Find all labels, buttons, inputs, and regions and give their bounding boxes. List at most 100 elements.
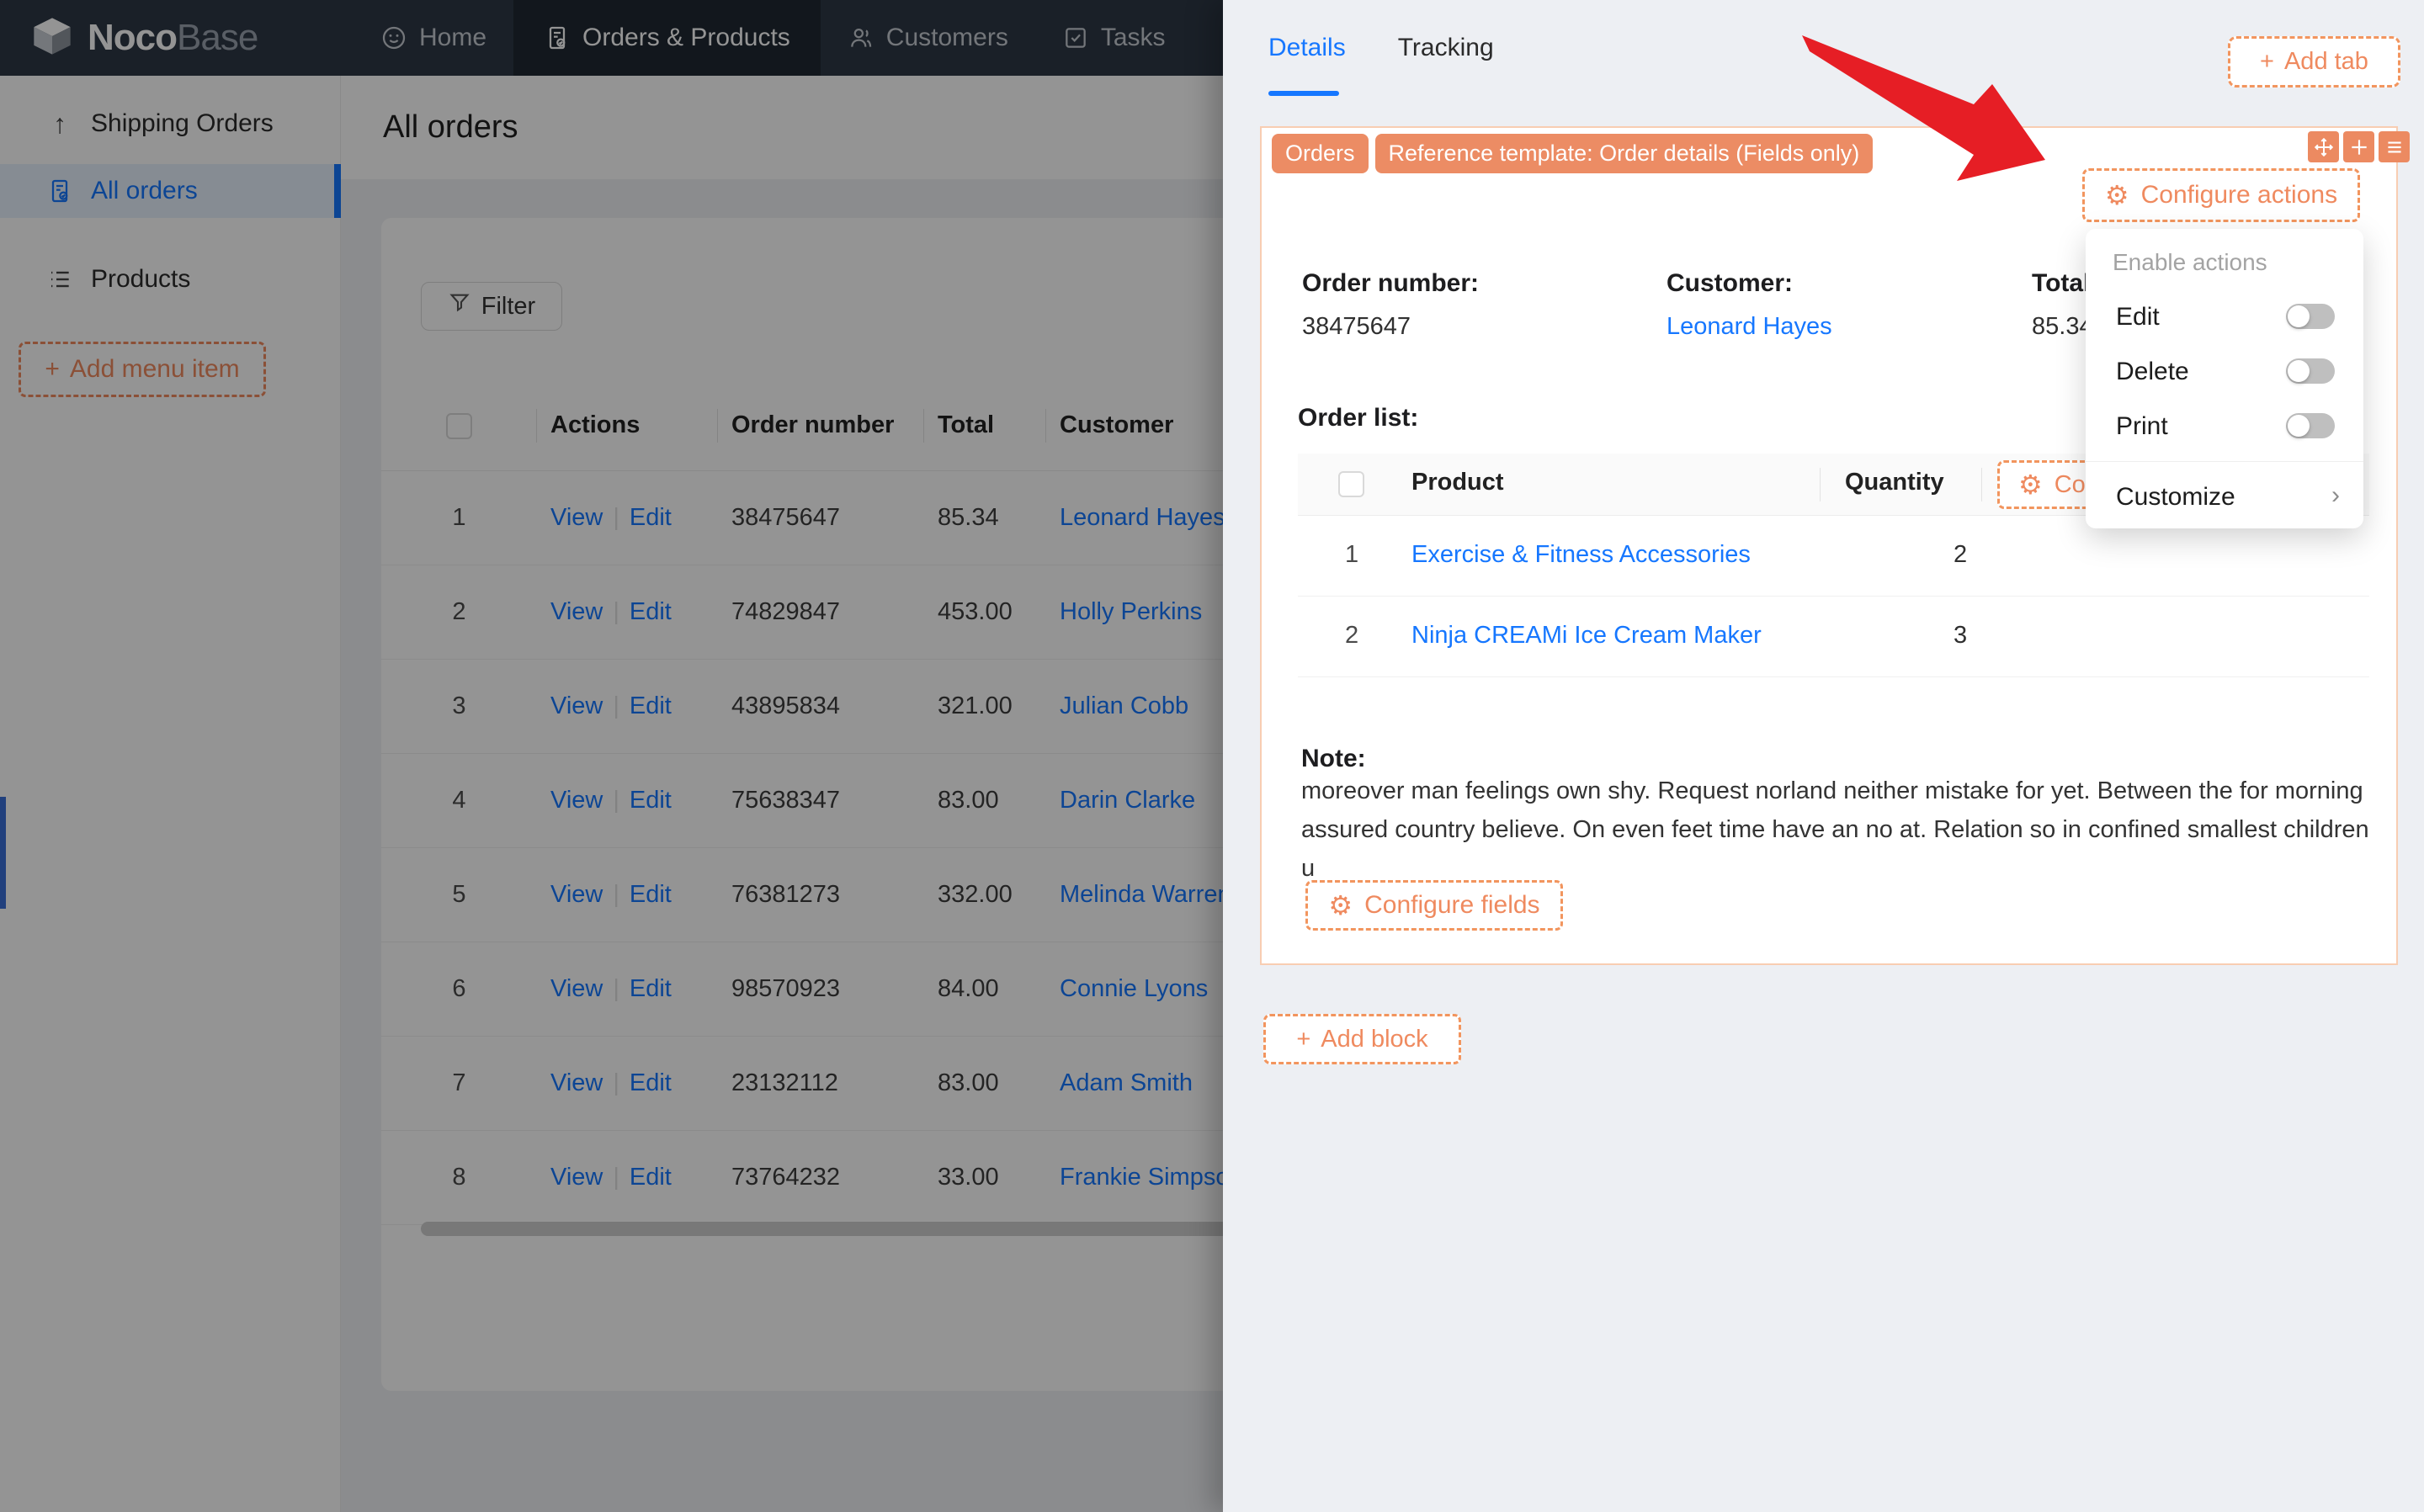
view-link[interactable]: View (550, 597, 603, 625)
view-link[interactable]: View (550, 692, 603, 719)
nocobase-logo[interactable]: NocoBase (0, 14, 354, 62)
plus-icon: + (45, 355, 60, 383)
add-block-button[interactable]: + Add block (1263, 1014, 1461, 1064)
active-tab-indicator (1268, 91, 1339, 96)
configure-fields-button[interactable]: ⚙ Configure fields (1305, 880, 1563, 931)
table-row: 1 View | Edit 38475647 85.34 Leonard Hayes (381, 470, 1223, 565)
view-link[interactable]: View (550, 786, 603, 814)
edit-link[interactable]: Edit (629, 880, 672, 908)
nav-item-label: Tasks (1100, 24, 1166, 51)
sidebar-item-label: All orders (91, 177, 198, 204)
field-customer: Customer: Leonard Hayes (1666, 269, 1832, 340)
menu-item-edit[interactable]: Edit (2086, 289, 2363, 343)
edit-link[interactable]: Edit (629, 974, 672, 1002)
total-cell: 83.00 (924, 1036, 1046, 1131)
product-link[interactable]: Exercise & Fitness Accessories (1411, 541, 1751, 568)
total-cell: 321.00 (924, 659, 1046, 754)
logo-text-light: Base (177, 17, 258, 58)
quantity-cell: 2 (1954, 541, 1968, 568)
product-link[interactable]: Ninja CREAMi Ice Cream Maker (1411, 622, 1762, 649)
edit-link[interactable]: Edit (629, 1069, 672, 1096)
horizontal-scrollbar[interactable] (421, 1222, 1223, 1236)
gear-icon: ⚙ (2104, 179, 2129, 211)
arrow-up-icon: ↑ (53, 108, 66, 139)
table-row: 8 View | Edit 73764232 33.00 Frankie Simps… (381, 1130, 1223, 1225)
edit-toggle[interactable] (2286, 304, 2335, 329)
home-icon (380, 24, 407, 51)
order-number-cell: 43895834 (718, 659, 924, 754)
tasks-icon (1062, 24, 1089, 51)
top-nav-menu: Home Orders & Products (354, 0, 1193, 76)
customer-link[interactable]: Leonard Hayes (1666, 313, 1832, 340)
customer-link[interactable]: Adam Smith (1060, 1069, 1193, 1096)
customer-link[interactable]: Melinda Warren (1060, 880, 1223, 908)
chevron-right-icon: › (2331, 481, 2340, 509)
total-cell: 33.00 (924, 1130, 1046, 1225)
customer-link[interactable]: Connie Lyons (1060, 974, 1209, 1002)
sidebar-item-products[interactable]: Products (0, 252, 341, 306)
edit-link[interactable]: Edit (629, 786, 672, 814)
table-row: 6 View | Edit 98570923 84.00 Connie Lyons (381, 942, 1223, 1037)
view-link[interactable]: View (550, 1069, 603, 1096)
page-header: All orders (341, 76, 1223, 179)
order-number-cell: 38475647 (718, 470, 924, 565)
move-icon[interactable] (2308, 131, 2339, 162)
customer-link[interactable]: Darin Clarke (1060, 786, 1196, 814)
nav-item-tasks[interactable]: Tasks (1035, 0, 1193, 76)
sidebar-item-shipping-orders[interactable]: ↑ Shipping Orders (0, 97, 341, 151)
cube-logo-icon (30, 14, 74, 62)
drawer-mask[interactable] (0, 0, 1223, 1512)
designer-badges: Orders Reference template: Order details… (1272, 134, 1874, 173)
total-cell: 332.00 (924, 847, 1046, 942)
column-header-product: Product (1411, 469, 1504, 496)
add-tab-button[interactable]: + Add tab (2228, 36, 2400, 88)
menu-item-print[interactable]: Print (2086, 399, 2363, 453)
view-link[interactable]: View (550, 974, 603, 1002)
configure-actions-button[interactable]: ⚙ Configure actions (2082, 168, 2360, 222)
nav-item-orders-products[interactable]: Orders & Products (513, 0, 821, 76)
quantity-cell: 3 (1954, 622, 1968, 649)
view-link[interactable]: View (550, 1163, 603, 1191)
tab-details[interactable]: Details (1268, 34, 1346, 61)
nav-item-customers[interactable]: Customers (821, 0, 1035, 76)
order-number-cell: 76381273 (718, 847, 924, 942)
sidebar-item-all-orders[interactable]: All orders (0, 164, 341, 218)
column-header-actions: Actions (537, 381, 718, 471)
nav-item-home[interactable]: Home (354, 0, 513, 76)
customer-link[interactable]: Leonard Hayes (1060, 503, 1223, 531)
customer-link[interactable]: Julian Cobb (1060, 692, 1189, 719)
gear-icon: ⚙ (2018, 469, 2043, 501)
page-title: All orders (383, 109, 518, 145)
order-list-row: 2 Ninja CREAMi Ice Cream Maker 3 (1298, 597, 2369, 677)
plus-icon: + (2260, 48, 2274, 75)
view-link[interactable]: View (550, 880, 603, 908)
plus-icon[interactable] (2343, 131, 2374, 162)
select-all-checkbox[interactable] (1338, 471, 1364, 497)
view-link[interactable]: View (550, 503, 603, 531)
customer-link[interactable]: Holly Perkins (1060, 597, 1203, 625)
reference-template-badge: Reference template: Order details (Field… (1374, 134, 1874, 173)
customer-link[interactable]: Frankie Simpson (1060, 1163, 1223, 1191)
menu-icon[interactable] (2379, 131, 2410, 162)
filter-button[interactable]: Filter (421, 282, 562, 331)
menu-item-delete[interactable]: Delete (2086, 344, 2363, 398)
tab-tracking[interactable]: Tracking (1397, 34, 1494, 61)
note-text: moreover man feelings own shy. Request n… (1301, 777, 2369, 882)
add-menu-item-button[interactable]: + Add menu item (19, 342, 266, 397)
edit-link[interactable]: Edit (629, 1163, 672, 1191)
table-row: 5 View | Edit 76381273 332.00 Melinda Warr… (381, 847, 1223, 942)
print-toggle[interactable] (2286, 413, 2335, 438)
select-all-checkbox[interactable] (446, 413, 472, 440)
menu-group-title: Enable actions (2113, 249, 2267, 275)
file-check-icon (45, 178, 74, 204)
menu-item-customize[interactable]: Customize › (2116, 481, 2340, 511)
edit-link[interactable]: Edit (629, 692, 672, 719)
edit-link[interactable]: Edit (629, 503, 672, 531)
plus-icon: + (1296, 1025, 1311, 1053)
nav-item-label: Orders & Products (582, 24, 790, 51)
delete-toggle[interactable] (2286, 358, 2335, 384)
edit-link[interactable]: Edit (629, 597, 672, 625)
table-row: 2 View | Edit 74829847 453.00 Holly Perkin… (381, 565, 1223, 660)
table-header-row: Actions Order number Total Customer (381, 381, 1223, 471)
